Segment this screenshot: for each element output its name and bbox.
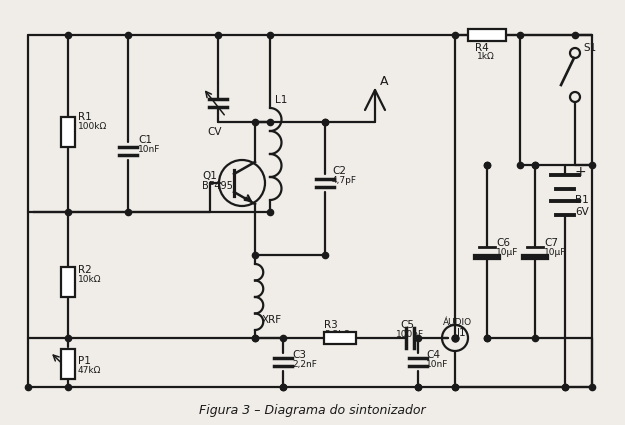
Text: R3: R3 (324, 320, 338, 330)
Bar (61, 267, 75, 297)
Text: Figura 3 – Diagrama do sintonizador: Figura 3 – Diagrama do sintonizador (199, 404, 425, 417)
Text: 47kΩ: 47kΩ (78, 366, 101, 375)
Text: +: + (575, 165, 587, 179)
Text: ÁUDIO: ÁUDIO (443, 318, 472, 327)
Text: 1kΩ: 1kΩ (477, 52, 495, 61)
Bar (324, 332, 356, 344)
Text: C4: C4 (426, 350, 440, 360)
Text: C1: C1 (138, 135, 152, 145)
Text: 4,7pF: 4,7pF (332, 176, 357, 185)
Text: B1: B1 (575, 195, 589, 205)
Text: 100kΩ: 100kΩ (78, 122, 108, 131)
Bar (61, 349, 75, 379)
Text: XRF: XRF (262, 315, 282, 325)
Bar (61, 117, 75, 147)
Text: 3,3kΩ: 3,3kΩ (324, 330, 350, 339)
Text: C6: C6 (496, 238, 510, 248)
Bar (468, 29, 506, 41)
Text: R1: R1 (78, 112, 92, 122)
Text: Q1: Q1 (202, 171, 217, 181)
Text: 2,2nF: 2,2nF (292, 360, 317, 369)
Text: C7: C7 (544, 238, 558, 248)
Text: 6V: 6V (575, 207, 589, 217)
Text: 100nF: 100nF (396, 330, 424, 339)
Text: CV: CV (208, 127, 222, 137)
Text: C2: C2 (332, 166, 346, 176)
Text: L1: L1 (275, 95, 288, 105)
Text: BF495: BF495 (202, 181, 233, 191)
Text: 10μF: 10μF (496, 248, 518, 257)
Text: 10μF: 10μF (544, 248, 566, 257)
Text: S1: S1 (583, 43, 596, 53)
Text: R2: R2 (78, 265, 92, 275)
Text: 10kΩ: 10kΩ (78, 275, 101, 284)
Text: A: A (380, 75, 389, 88)
Text: 10nF: 10nF (138, 145, 161, 154)
Text: C3: C3 (292, 350, 306, 360)
Text: J1: J1 (457, 328, 467, 338)
Text: R4: R4 (475, 43, 489, 53)
Text: P1: P1 (78, 356, 91, 366)
Text: C5: C5 (400, 320, 414, 330)
Text: 10nF: 10nF (426, 360, 448, 369)
